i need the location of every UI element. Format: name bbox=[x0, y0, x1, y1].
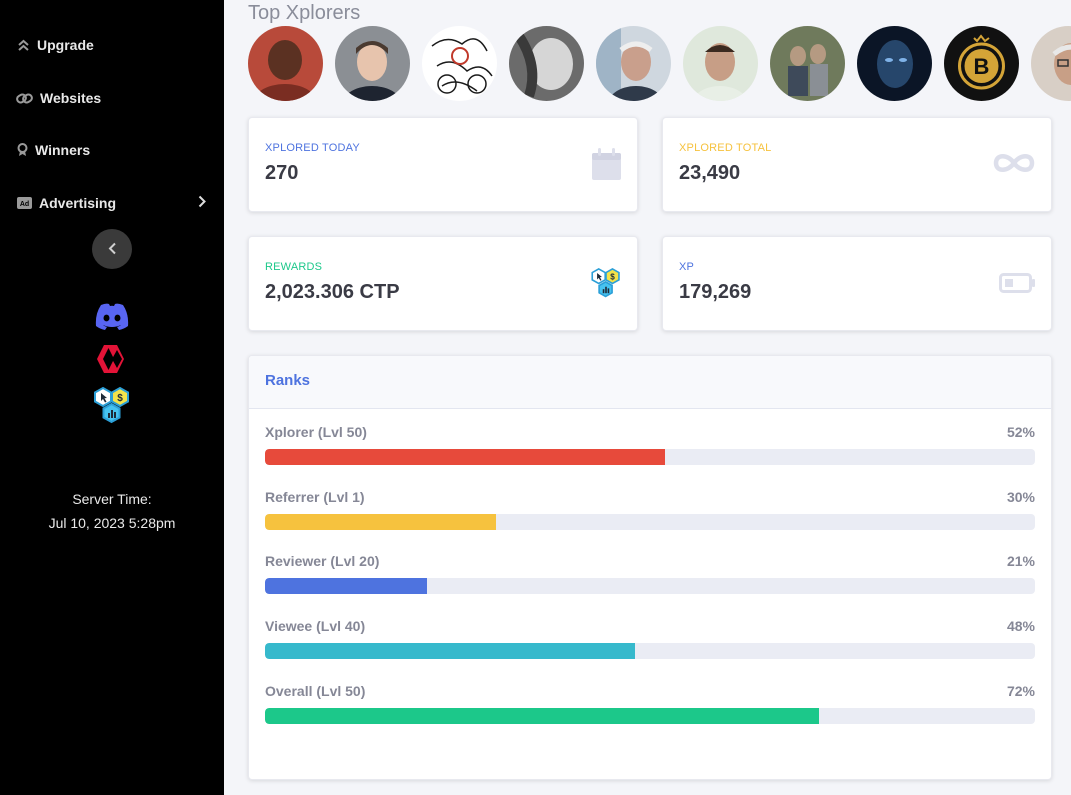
stat-label: REWARDS bbox=[265, 261, 323, 273]
stat-label: XPLORED TOTAL bbox=[679, 142, 772, 154]
top-xplorers-title: Top Xplorers bbox=[248, 2, 361, 24]
rank-row-reviewer: Reviewer (Lvl 20) 21% bbox=[265, 553, 1035, 603]
sidebar-item-upgrade[interactable]: Upgrade bbox=[16, 31, 208, 59]
rank-label: Reviewer (Lvl 20) bbox=[265, 553, 380, 569]
sidebar-item-winners[interactable]: Winners bbox=[16, 136, 208, 164]
ctp-link[interactable]: $ bbox=[91, 386, 133, 430]
avatar[interactable]: B bbox=[944, 26, 1019, 101]
avatar[interactable] bbox=[335, 26, 410, 101]
avatar[interactable] bbox=[857, 26, 932, 101]
rank-label: Referrer (Lvl 1) bbox=[265, 489, 365, 505]
sidebar-item-label: Advertising bbox=[39, 195, 117, 211]
top-xplorers-avatars: B bbox=[248, 26, 1071, 102]
sidebar-item-websites[interactable]: Websites bbox=[16, 84, 208, 112]
calendar-icon bbox=[592, 148, 621, 184]
chevron-right-icon bbox=[198, 195, 206, 211]
svg-text:$: $ bbox=[610, 272, 615, 281]
discord-link[interactable] bbox=[92, 301, 132, 337]
stat-card-rewards: REWARDS 2,023.306 CTP $ bbox=[248, 236, 638, 331]
rank-percent: 21% bbox=[1006, 553, 1035, 569]
sidebar: Upgrade Websites Winners Ad Advertising bbox=[0, 0, 224, 795]
hive-icon bbox=[95, 344, 129, 378]
stat-label: XP bbox=[679, 261, 695, 273]
ranks-card: Ranks Xplorer (Lvl 50) 52% Referrer (Lvl… bbox=[248, 355, 1052, 780]
sidebar-item-label: Upgrade bbox=[37, 37, 94, 53]
ctp-hex-icon: $ bbox=[91, 386, 133, 430]
infinity-icon bbox=[993, 152, 1035, 178]
ctp-hex-icon: $ bbox=[589, 267, 623, 304]
sidebar-toggle-button[interactable] bbox=[92, 229, 132, 269]
ranks-title: Ranks bbox=[265, 372, 311, 389]
stat-card-xplored-today: XPLORED TODAY 270 bbox=[248, 117, 638, 212]
server-time-value: Jul 10, 2023 5:28pm bbox=[48, 515, 176, 531]
progress-bar-fill bbox=[265, 578, 427, 594]
rank-label: Overall (Lvl 50) bbox=[265, 683, 366, 699]
rank-row-overall: Overall (Lvl 50) 72% bbox=[265, 683, 1035, 733]
rank-percent: 48% bbox=[1006, 618, 1035, 634]
stat-value: 270 bbox=[265, 162, 299, 184]
discord-icon bbox=[93, 302, 131, 336]
progress-bar bbox=[265, 578, 1035, 594]
ranks-header: Ranks bbox=[249, 356, 1051, 409]
svg-text:Ad: Ad bbox=[19, 201, 28, 208]
stat-value: 2,023.306 CTP bbox=[265, 281, 400, 303]
avatar[interactable] bbox=[683, 26, 758, 101]
progress-bar-fill bbox=[265, 514, 496, 530]
ad-icon: Ad bbox=[16, 196, 32, 210]
rank-label: Viewee (Lvl 40) bbox=[265, 618, 366, 634]
avatar[interactable] bbox=[509, 26, 584, 101]
progress-bar-fill bbox=[265, 449, 666, 465]
battery-icon bbox=[999, 273, 1035, 297]
avatar[interactable] bbox=[770, 26, 845, 101]
avatar[interactable] bbox=[422, 26, 497, 101]
progress-bar-fill bbox=[265, 708, 820, 724]
stat-value: 23,490 bbox=[679, 162, 741, 184]
progress-bar bbox=[265, 708, 1035, 724]
rank-row-xplorer: Xplorer (Lvl 50) 52% bbox=[265, 424, 1035, 474]
chevron-left-icon bbox=[108, 240, 117, 259]
svg-text:$: $ bbox=[117, 393, 123, 404]
progress-bar bbox=[265, 643, 1035, 659]
svg-text:B: B bbox=[974, 54, 990, 79]
stat-card-xp: XP 179,269 bbox=[662, 236, 1052, 331]
sidebar-item-advertising[interactable]: Ad Advertising bbox=[16, 189, 208, 217]
award-icon bbox=[16, 143, 28, 157]
avatar[interactable] bbox=[596, 26, 671, 101]
avatar[interactable] bbox=[248, 26, 323, 101]
rank-percent: 52% bbox=[1006, 424, 1035, 440]
link-icon bbox=[16, 91, 33, 105]
progress-bar-fill bbox=[265, 643, 635, 659]
rank-row-referrer: Referrer (Lvl 1) 30% bbox=[265, 489, 1035, 539]
sidebar-item-label: Winners bbox=[35, 142, 91, 158]
stat-label: XPLORED TODAY bbox=[265, 142, 360, 154]
rank-percent: 30% bbox=[1006, 489, 1035, 505]
avatar[interactable] bbox=[1031, 26, 1071, 101]
rank-percent: 72% bbox=[1006, 683, 1035, 699]
stat-value: 179,269 bbox=[679, 281, 752, 303]
hive-link[interactable] bbox=[92, 343, 132, 379]
rank-row-viewee: Viewee (Lvl 40) 48% bbox=[265, 618, 1035, 668]
progress-bar bbox=[265, 449, 1035, 465]
progress-bar bbox=[265, 514, 1035, 530]
stat-card-xplored-total: XPLORED TOTAL 23,490 bbox=[662, 117, 1052, 212]
server-time-label: Server Time: bbox=[72, 491, 152, 507]
sidebar-item-label: Websites bbox=[40, 90, 102, 106]
server-time: Server Time: Jul 10, 2023 5:28pm bbox=[0, 487, 224, 535]
rank-label: Xplorer (Lvl 50) bbox=[265, 424, 367, 440]
upgrade-chevrons-icon bbox=[16, 38, 30, 52]
